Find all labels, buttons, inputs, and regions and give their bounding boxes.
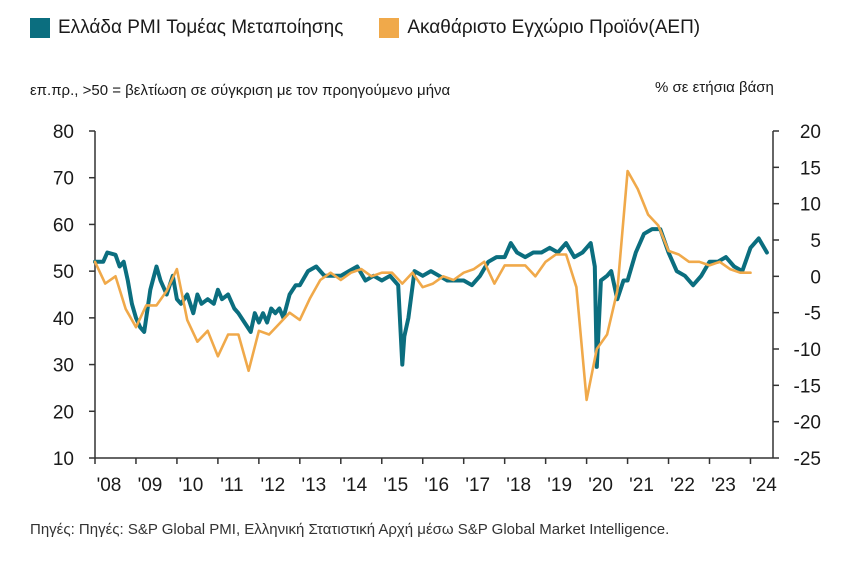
right-tick-label: 5	[810, 231, 821, 252]
right-tick-label: 10	[800, 195, 821, 216]
right-tick-label: -10	[794, 340, 821, 361]
source-note: Πηγές: Πηγές: S&P Global PMI, Ελληνική Σ…	[30, 521, 670, 538]
pmi-series-line	[93, 227, 769, 369]
x-tick-label: '21	[629, 475, 654, 496]
left-tick-label: 30	[53, 356, 74, 377]
left-axis-note: επ.πρ., >50 = βελτίωση σε σύγκριση με το…	[30, 82, 451, 99]
x-tick-label: '22	[670, 475, 695, 496]
right-tick-label: -20	[794, 413, 821, 434]
x-tick-label: '09	[138, 475, 163, 496]
right-tick-label: -25	[794, 449, 821, 470]
right-tick-label: 0	[810, 267, 821, 288]
x-tick-label: '20	[588, 475, 613, 496]
right-axis-note: % σε ετήσια βάση	[655, 79, 774, 96]
right-tick-label: 15	[800, 158, 821, 179]
x-tick-label: '15	[383, 475, 408, 496]
right-tick-label: -15	[794, 376, 821, 397]
left-tick-label: 50	[53, 262, 74, 283]
x-tick-label: '12	[260, 475, 285, 496]
legend-label-gdp: Ακαθάριστο Εγχώριο Προϊόν(ΑΕΠ)	[407, 17, 701, 38]
legend: Ελλάδα PMI Τομέας Μεταποίησης Ακαθάριστο…	[30, 17, 736, 39]
legend-item-gdp: Ακαθάριστο Εγχώριο Προϊόν(ΑΕΠ)	[379, 17, 700, 39]
x-tick-label: '24	[752, 475, 777, 496]
left-tick-label: 40	[53, 309, 74, 330]
left-tick-label: 70	[53, 169, 74, 190]
right-tick-label: -5	[804, 304, 821, 325]
x-tick-label: '14	[342, 475, 367, 496]
x-tick-label: '23	[711, 475, 736, 496]
x-tick-label: '11	[220, 475, 243, 496]
gdp-series-line	[93, 169, 752, 402]
legend-item-pmi: Ελλάδα PMI Τομέας Μεταποίησης	[30, 17, 343, 39]
x-tick-label: '18	[506, 475, 531, 496]
x-tick-label: '19	[547, 475, 572, 496]
x-tick-label: '17	[465, 475, 490, 496]
x-tick-label: '16	[424, 475, 449, 496]
left-tick-label: 20	[53, 402, 74, 423]
left-tick-label: 80	[53, 122, 74, 143]
x-tick-label: '08	[97, 475, 122, 496]
pmi-swatch	[30, 18, 50, 38]
x-tick-label: '10	[179, 475, 204, 496]
gdp-swatch	[379, 18, 400, 38]
left-tick-label: 10	[53, 449, 74, 470]
x-tick-label: '13	[301, 475, 326, 496]
legend-label-pmi: Ελλάδα PMI Τομέας Μεταποίησης	[58, 17, 344, 38]
right-tick-label: 20	[800, 122, 821, 143]
left-tick-label: 60	[53, 215, 74, 236]
